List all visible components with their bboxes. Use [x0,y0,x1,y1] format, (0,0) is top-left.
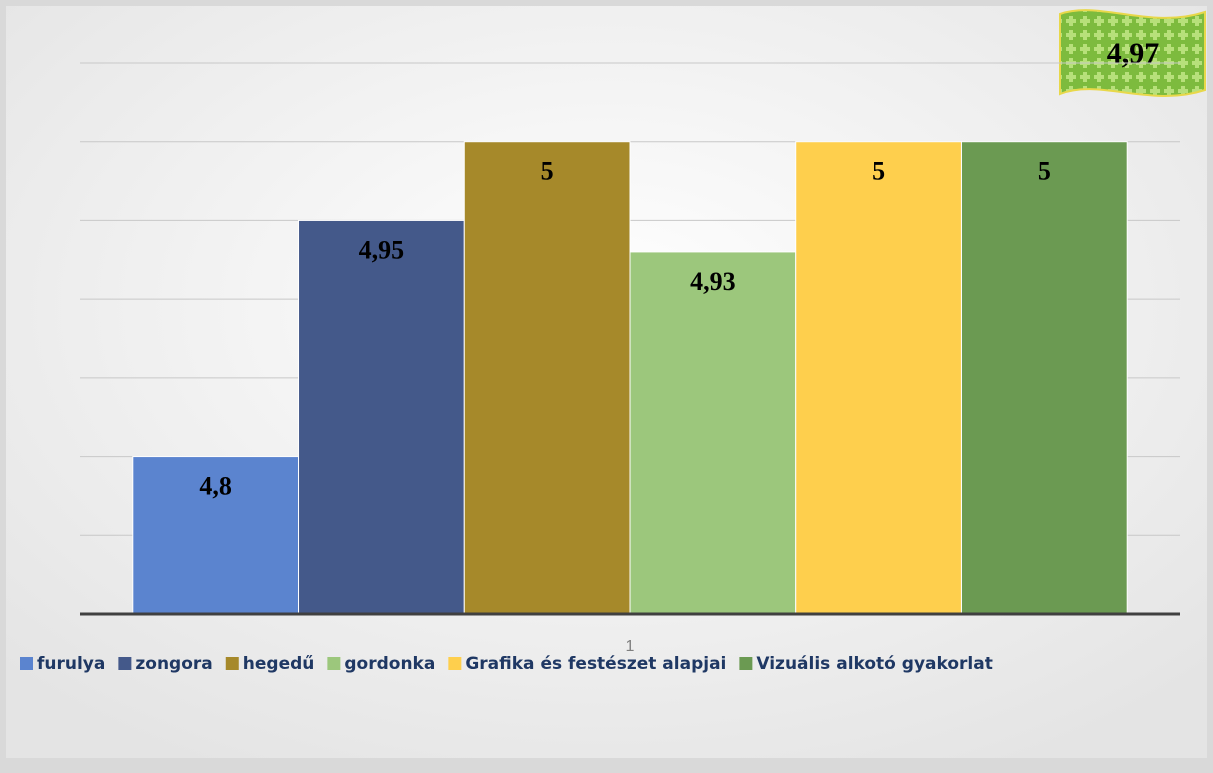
data-label: 4,93 [690,267,736,296]
data-label: 5 [1038,157,1051,186]
annotation: 4,97 [1107,37,1160,70]
bar [298,219,465,615]
legend-label: gordonka [344,654,435,674]
x-tick-label: 1 [626,638,635,655]
legend-label: hegedű [243,654,315,674]
bar [960,141,1128,615]
bar [795,141,962,615]
bar [132,456,300,615]
legend-label: furulya [37,654,105,674]
data-label: 4,95 [359,235,405,264]
legend-label: Grafika és festészet alapjai [465,654,726,674]
bar [629,251,797,615]
data-label: 4,8 [199,472,232,501]
data-label: 5 [872,157,885,186]
data-label: 5 [541,157,554,186]
legend-swatch [118,657,132,670]
bar [463,141,631,615]
legend-swatch [739,657,753,670]
annotation-banner [1059,9,1206,97]
legend-swatch [225,657,239,670]
legend-label: zongora [135,654,212,674]
legend-label: Vizuális alkotó gyakorlat [756,654,992,674]
legend-swatch [20,657,33,670]
legend-swatch [448,657,462,670]
legend-swatch [327,657,341,670]
